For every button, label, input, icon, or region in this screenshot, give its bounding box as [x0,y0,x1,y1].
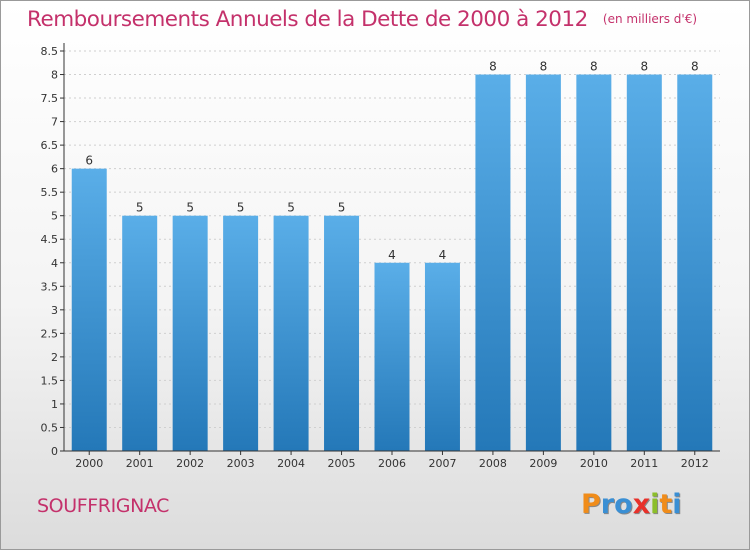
y-tick-label: 5.5 [41,186,59,199]
y-tick-label: 2.5 [41,327,59,340]
y-tick-label: 8 [51,69,58,82]
x-tick-label: 2004 [277,457,305,470]
x-tick-label: 2001 [126,457,154,470]
bar [424,262,460,451]
data-label: 5 [338,201,346,215]
data-label: 6 [85,154,93,168]
data-label: 5 [136,201,144,215]
y-tick-label: 3.5 [41,280,59,293]
bar [475,74,511,451]
bar [273,215,309,451]
y-tick-label: 1 [51,398,58,411]
y-tick-label: 3 [51,304,58,317]
data-label: 4 [388,248,396,262]
x-tick-label: 2012 [681,457,709,470]
y-tick-label: 2 [51,351,58,364]
y-tick-label: 4.5 [41,233,59,246]
x-tick-label: 2003 [227,457,255,470]
data-label: 8 [640,60,648,74]
x-tick-label: 2005 [328,457,356,470]
chart-title-row: Remboursements Annuels de la Dette de 20… [27,7,697,32]
y-tick-label: 0.5 [41,421,59,434]
bar [576,74,612,451]
bar [525,74,561,451]
data-label: 5 [287,201,295,215]
axis-layer: 0 0.5 1 1.5 2 2.5 3 3.5 4 4.5 5 5.5 6 6.5 7 7.5 8 8.5 2000… [41,43,720,470]
x-tick-label: 2007 [428,457,456,470]
bar [122,215,158,451]
y-tick-label: 7.5 [41,92,59,105]
y-tick-label: 8.5 [41,45,59,58]
bar [223,215,259,451]
data-label: 4 [439,248,447,262]
x-tick-label: 2008 [479,457,507,470]
y-tick-label: 6 [51,163,58,176]
y-tick-label: 5 [51,210,58,223]
bar-layer [71,74,713,451]
y-tick-label: 7 [51,116,58,129]
data-label: 8 [540,60,548,74]
data-label: 5 [237,201,245,215]
commune-name: SOUFFRIGNAC [37,495,170,517]
bar [172,215,208,451]
x-tick-label: 2010 [580,457,608,470]
data-label: 8 [691,60,699,74]
y-tick-label: 1.5 [41,374,59,387]
x-tick-label: 2002 [176,457,204,470]
x-tick-label: 2006 [378,457,406,470]
y-tick-label: 0 [51,445,58,458]
bar [374,262,410,451]
data-label: 5 [186,201,194,215]
data-label: 8 [590,60,598,74]
x-tick-label: 2000 [75,457,103,470]
data-label: 8 [489,60,497,74]
y-tick-label: 6.5 [41,139,59,152]
label-layer: 6 5 5 5 5 5 4 4 8 8 8 8 8 [85,60,698,262]
bar [677,74,713,451]
bar [626,74,662,451]
proxiti-logo[interactable]: Proxiti [581,489,682,520]
bar [324,215,360,451]
x-tick-label: 2009 [529,457,557,470]
chart-title: Remboursements Annuels de la Dette de 20… [27,7,588,32]
bar [71,168,107,451]
x-tick-label: 2011 [630,457,658,470]
chart-unit: (en milliers d'€) [602,12,698,26]
y-tick-label: 4 [51,257,58,270]
